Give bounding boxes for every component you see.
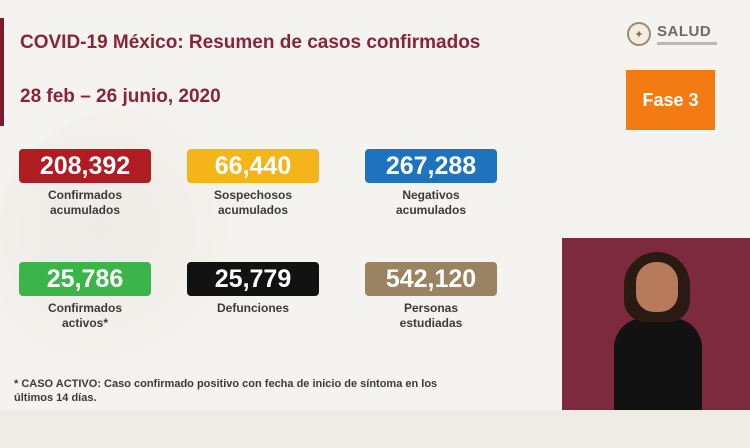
salud-logo: ✦ SALUD <box>627 22 717 46</box>
stat-value: 208,392 <box>19 149 151 183</box>
stat-card-negativos: 267,288 Negativos acumulados <box>365 149 497 218</box>
stat-label: Confirmados activos* <box>47 301 122 330</box>
stat-value: 267,288 <box>365 149 497 183</box>
stat-card-activos: 25,786 Confirmados activos* <box>19 262 151 331</box>
seal-icon: ✦ <box>627 22 651 46</box>
logo-name: SALUD <box>657 22 712 40</box>
stat-card-confirmados: 208,392 Confirmados acumulados <box>19 149 151 218</box>
stat-label: Defunciones <box>216 301 289 315</box>
interpreter-hand <box>650 290 664 306</box>
stat-label: Sospechosos acumulados <box>213 188 293 217</box>
sign-language-interpreter-video <box>562 238 750 410</box>
stat-value: 66,440 <box>187 149 319 183</box>
stat-value: 25,786 <box>19 262 151 296</box>
stat-label: Personas estudiadas <box>399 301 463 330</box>
stat-value: 542,120 <box>365 262 497 296</box>
footnote: * CASO ACTIVO: Caso confirmado positivo … <box>14 378 438 404</box>
stat-label: Negativos acumulados <box>395 188 467 217</box>
page-title: COVID-19 México: Resumen de casos confir… <box>20 32 481 53</box>
interpreter-body <box>614 318 702 410</box>
stat-card-sospechosos: 66,440 Sospechosos acumulados <box>187 149 319 218</box>
bottom-strip <box>0 410 750 448</box>
logo-subtitle-bar <box>657 41 717 45</box>
stat-card-estudiadas: 542,120 Personas estudiadas <box>365 262 497 331</box>
stat-label: Confirmados acumulados <box>47 188 122 217</box>
stat-card-defunciones: 25,779 Defunciones <box>187 262 319 316</box>
stat-value: 25,779 <box>187 262 319 296</box>
accent-bar <box>0 18 4 126</box>
date-range: 28 feb – 26 junio, 2020 <box>20 86 221 107</box>
phase-badge: Fase 3 <box>626 70 715 130</box>
